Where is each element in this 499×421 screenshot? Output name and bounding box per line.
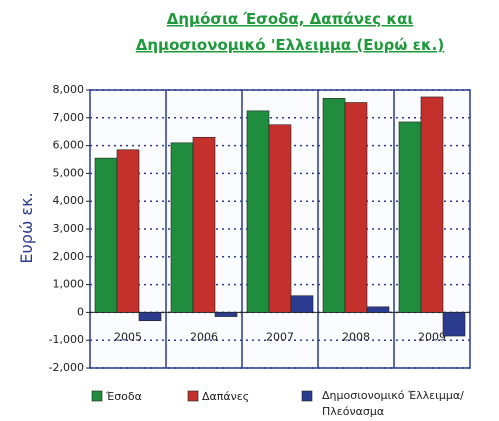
bar [214,312,238,317]
bar [170,142,194,313]
y-tick-label: 0 [77,305,84,318]
legend-swatch [187,390,199,402]
legend-swatch [91,390,103,402]
legend-label: Δημοσιονομικό Έλλειμμα/Πλεόνασμα [322,389,464,418]
y-tick-label: -1,000 [49,333,84,346]
y-axis-label: Ευρώ εκ. [17,192,36,263]
legend-label: Δαπάνες [202,390,249,403]
bar [442,312,466,337]
y-tick-label: 7,000 [53,111,85,124]
x-tick-label: 2008 [342,330,370,343]
bar [94,157,118,313]
legend-label: Έσοδα [105,390,142,403]
bar [246,110,270,313]
y-tick-label: 5,000 [53,166,85,179]
bar [192,136,216,313]
x-tick-label: 2007 [266,330,294,343]
bar [398,121,422,313]
y-tick-label: 6,000 [53,139,85,152]
y-tick-label: 8,000 [53,83,85,96]
bar [290,295,314,313]
x-tick-label: 2006 [190,330,218,343]
y-tick-label: 4,000 [53,194,85,207]
y-tick-label: 1,000 [53,278,85,291]
chart-title: Δημόσια Έσοδα, Δαπάνες και [167,10,414,28]
bar [116,149,140,313]
chart-title: Δημοσιονομικό 'Ελλειμμα (Ευρώ εκ.) [136,36,444,54]
bar [366,306,390,313]
bar [322,98,346,313]
x-tick-label: 2009 [418,330,446,343]
legend-swatch [301,390,313,402]
bar [344,102,368,313]
bar [420,96,444,313]
x-tick-label: 2005 [114,330,142,343]
bar [268,124,292,313]
bar [138,312,162,322]
y-tick-label: 2,000 [53,250,85,263]
y-tick-label: 3,000 [53,222,85,235]
y-tick-label: -2,000 [49,361,84,374]
